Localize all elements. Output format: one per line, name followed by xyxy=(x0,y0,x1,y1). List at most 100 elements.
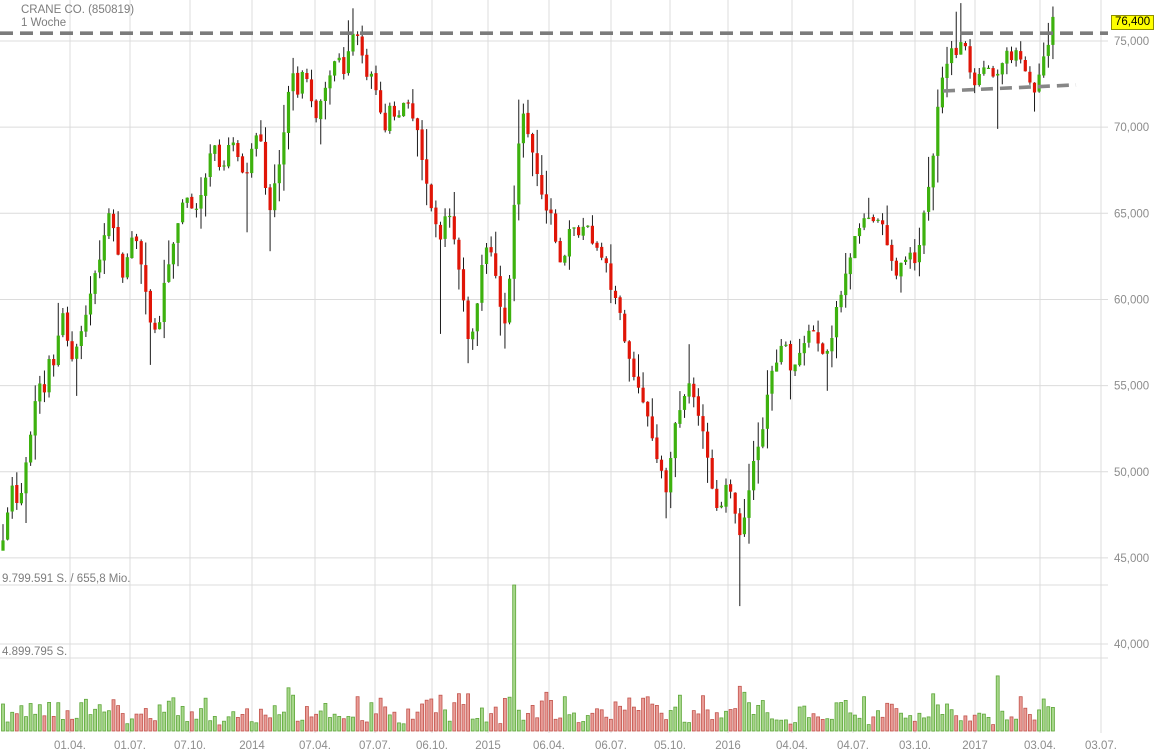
candle xyxy=(208,144,212,187)
candle xyxy=(756,422,760,484)
price-axis-label: 65,000 xyxy=(1114,208,1149,220)
candle xyxy=(52,354,56,377)
volume-bar xyxy=(871,716,876,732)
candle xyxy=(991,65,995,78)
candle-body xyxy=(798,352,802,366)
volume-bar xyxy=(963,715,968,732)
volume-bar xyxy=(341,718,346,732)
volume-bar xyxy=(281,711,286,732)
candle-body xyxy=(429,184,433,209)
candle-body xyxy=(922,212,926,246)
candle xyxy=(1019,41,1023,64)
candle xyxy=(549,198,553,225)
candle-body xyxy=(857,228,862,237)
volume-bar xyxy=(926,716,931,732)
candle-body xyxy=(595,242,599,248)
candle xyxy=(300,70,304,99)
volume-bar xyxy=(1005,719,1009,732)
candle xyxy=(484,243,489,274)
candle xyxy=(710,449,714,490)
volume-bar xyxy=(502,698,507,732)
candle xyxy=(88,276,93,326)
volume-bar xyxy=(420,703,425,732)
volume-bar xyxy=(24,716,28,732)
candle-body xyxy=(503,307,507,324)
volume-bar xyxy=(42,715,47,732)
volume-bar xyxy=(958,720,963,732)
candle-body xyxy=(1042,56,1046,76)
candle xyxy=(369,71,373,89)
candle xyxy=(282,104,286,191)
candle-body xyxy=(1014,50,1018,61)
volume-bar xyxy=(139,713,144,732)
volume-bar xyxy=(995,675,1000,732)
volume-bar xyxy=(595,708,599,732)
volume-bar xyxy=(203,697,208,732)
candle xyxy=(862,213,866,231)
candle-body xyxy=(1028,71,1032,83)
candle xyxy=(162,259,166,339)
candle xyxy=(15,472,19,510)
candle-body xyxy=(134,236,139,242)
price-axis-label: 60,000 xyxy=(1114,294,1149,306)
candle-body xyxy=(296,72,300,95)
volume-bar xyxy=(475,718,480,732)
candle-body xyxy=(438,224,443,240)
volume-bar xyxy=(226,716,231,732)
candle xyxy=(931,153,935,211)
candle xyxy=(448,208,452,228)
volume-bar xyxy=(724,710,728,732)
candle xyxy=(134,233,139,249)
candle xyxy=(222,160,226,171)
candle xyxy=(185,197,189,208)
candle-body xyxy=(848,257,852,275)
date-axis-label: 2014 xyxy=(239,740,265,752)
candle-body xyxy=(512,204,516,279)
volume-bar xyxy=(664,719,668,732)
candle xyxy=(296,66,300,98)
price-axis-label: 50,000 xyxy=(1114,467,1149,479)
candle xyxy=(904,256,908,265)
candle xyxy=(93,270,97,305)
volume-bar xyxy=(788,723,793,732)
candle-body xyxy=(968,46,972,73)
candle-body xyxy=(802,343,806,354)
candle xyxy=(600,242,604,261)
volume-bar xyxy=(687,722,691,732)
candle-body xyxy=(572,227,576,229)
candle xyxy=(42,370,46,403)
candle xyxy=(148,289,152,365)
volume-bar xyxy=(609,718,613,732)
candle xyxy=(558,237,562,263)
candle xyxy=(623,309,627,343)
volume-bar xyxy=(972,714,977,732)
candle-body xyxy=(977,74,981,85)
volume-bar xyxy=(272,705,277,732)
candle xyxy=(204,173,208,217)
trendline-dashed[interactable] xyxy=(942,83,1077,93)
volume-bar xyxy=(779,719,784,732)
volume-bar xyxy=(447,720,452,732)
candle xyxy=(130,231,134,259)
candle xyxy=(876,218,880,223)
volume-bar xyxy=(37,704,42,732)
volume-bar xyxy=(401,723,406,732)
candle xyxy=(659,455,664,479)
candle-body xyxy=(333,61,337,76)
volume-bar xyxy=(604,716,609,732)
candle-body xyxy=(517,143,521,205)
candle xyxy=(567,220,571,270)
volume-bar xyxy=(102,711,107,732)
candle-body xyxy=(351,33,355,52)
candle xyxy=(922,210,926,254)
volume-bar xyxy=(1000,710,1005,732)
candle-body xyxy=(747,490,751,518)
candle-body xyxy=(406,102,410,104)
candle-body xyxy=(61,313,65,336)
candle xyxy=(798,338,802,367)
candle-body xyxy=(710,458,714,489)
volume-bar xyxy=(567,714,572,732)
candle-body xyxy=(411,103,415,119)
candle xyxy=(10,477,14,519)
